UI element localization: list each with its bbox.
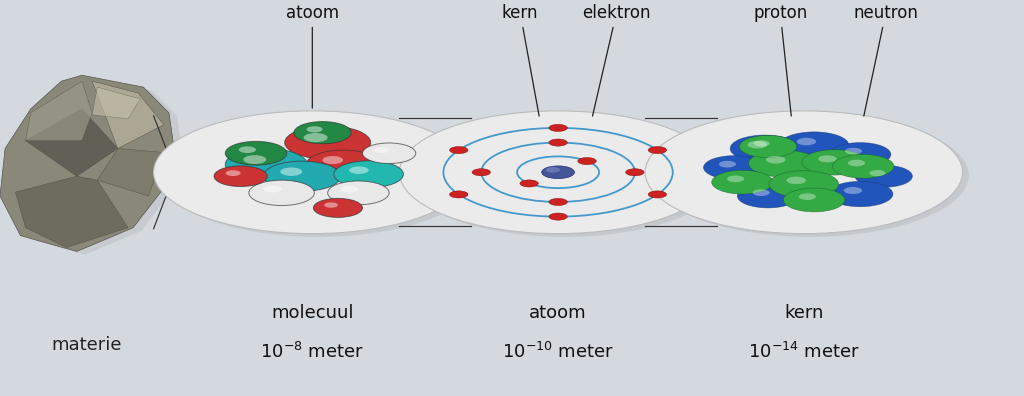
Circle shape: [737, 184, 799, 208]
Circle shape: [549, 124, 567, 131]
Circle shape: [341, 186, 358, 192]
Circle shape: [645, 111, 963, 234]
Circle shape: [648, 191, 667, 198]
Text: proton: proton: [754, 4, 807, 116]
Circle shape: [626, 169, 644, 176]
Circle shape: [829, 143, 891, 166]
Circle shape: [154, 111, 471, 234]
Circle shape: [249, 180, 314, 206]
Circle shape: [748, 141, 767, 148]
Circle shape: [703, 156, 765, 179]
Text: molecuul: molecuul: [271, 304, 353, 322]
Circle shape: [549, 139, 567, 146]
Circle shape: [472, 169, 490, 176]
Text: materie: materie: [52, 335, 122, 354]
Polygon shape: [8, 78, 182, 255]
Circle shape: [869, 170, 886, 176]
Text: $10^{-8}$ meter: $10^{-8}$ meter: [260, 343, 365, 362]
Circle shape: [827, 181, 893, 207]
Circle shape: [786, 177, 806, 184]
Circle shape: [239, 147, 256, 153]
Circle shape: [399, 111, 717, 234]
Circle shape: [818, 155, 837, 162]
Text: kern: kern: [784, 304, 823, 322]
Circle shape: [225, 148, 307, 180]
Circle shape: [225, 141, 287, 165]
Circle shape: [578, 158, 596, 165]
Circle shape: [753, 189, 770, 196]
Polygon shape: [97, 148, 164, 196]
Circle shape: [294, 122, 351, 144]
Circle shape: [844, 187, 862, 194]
Circle shape: [450, 147, 468, 154]
Circle shape: [328, 181, 389, 205]
Circle shape: [848, 160, 865, 166]
Circle shape: [263, 185, 282, 192]
Circle shape: [325, 202, 338, 208]
Circle shape: [799, 193, 816, 200]
Text: $10^{-14}$ meter: $10^{-14}$ meter: [748, 343, 860, 362]
Text: elektron: elektron: [583, 4, 650, 116]
Polygon shape: [15, 176, 128, 248]
Circle shape: [450, 191, 468, 198]
Text: kern: kern: [502, 4, 540, 116]
Circle shape: [225, 170, 241, 176]
Circle shape: [783, 188, 845, 212]
Circle shape: [727, 175, 744, 182]
Text: atoom: atoom: [286, 4, 339, 108]
Circle shape: [833, 154, 894, 178]
Polygon shape: [92, 87, 140, 119]
Polygon shape: [26, 81, 92, 141]
Polygon shape: [26, 109, 118, 176]
Circle shape: [712, 170, 773, 194]
Text: atoom: atoom: [529, 304, 587, 322]
Circle shape: [749, 150, 818, 177]
Circle shape: [739, 135, 797, 158]
Circle shape: [855, 165, 912, 187]
Polygon shape: [92, 81, 164, 148]
Text: neutron: neutron: [853, 4, 919, 116]
Circle shape: [766, 156, 785, 164]
Circle shape: [244, 155, 266, 164]
Circle shape: [362, 143, 416, 164]
Circle shape: [769, 171, 839, 198]
Circle shape: [160, 114, 477, 237]
Circle shape: [285, 126, 371, 159]
Circle shape: [542, 166, 574, 179]
Circle shape: [374, 147, 389, 153]
Circle shape: [281, 168, 302, 176]
Circle shape: [779, 132, 849, 159]
Circle shape: [546, 167, 560, 173]
Circle shape: [313, 198, 362, 217]
Circle shape: [651, 114, 969, 237]
Circle shape: [263, 161, 341, 191]
Circle shape: [406, 114, 723, 237]
Circle shape: [306, 126, 323, 132]
Polygon shape: [0, 75, 174, 251]
Circle shape: [802, 150, 867, 175]
Circle shape: [549, 213, 567, 220]
Circle shape: [306, 150, 380, 179]
Circle shape: [754, 140, 770, 147]
Circle shape: [730, 135, 800, 162]
Circle shape: [845, 148, 862, 154]
Circle shape: [520, 180, 539, 187]
Circle shape: [797, 138, 816, 145]
Circle shape: [648, 147, 667, 154]
Circle shape: [323, 156, 343, 164]
Circle shape: [549, 198, 567, 206]
Circle shape: [334, 161, 403, 188]
Circle shape: [349, 166, 369, 174]
Circle shape: [303, 133, 328, 142]
Circle shape: [719, 161, 736, 168]
Circle shape: [214, 166, 267, 187]
Text: $10^{-10}$ meter: $10^{-10}$ meter: [502, 343, 614, 362]
